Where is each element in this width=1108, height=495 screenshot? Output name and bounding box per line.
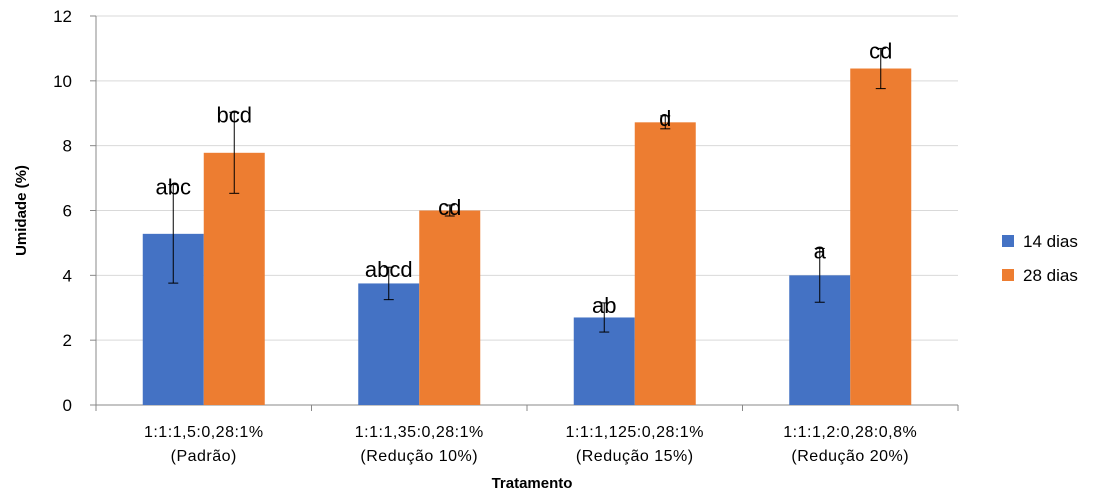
significance-label: ab bbox=[592, 293, 616, 318]
significance-label: abc bbox=[156, 175, 191, 200]
significance-label: d bbox=[659, 106, 671, 131]
legend-swatch bbox=[1002, 235, 1014, 247]
x-category-label: (Redução 10%) bbox=[360, 448, 478, 465]
y-tick-label: 10 bbox=[53, 72, 72, 91]
y-tick-label: 2 bbox=[63, 331, 72, 350]
significance-label: a bbox=[814, 238, 827, 263]
y-tick-label: 6 bbox=[63, 202, 72, 221]
x-category-label: 1:1:1,2:0,28:0,8% bbox=[783, 424, 917, 441]
significance-label: cd bbox=[438, 195, 461, 220]
x-category-label: 1:1:1,125:0,28:1% bbox=[566, 424, 704, 441]
bar-14-dias-2 bbox=[358, 283, 420, 405]
significance-label: bcd bbox=[217, 102, 252, 127]
significance-label: cd bbox=[869, 38, 892, 63]
bar-28-dias-1 bbox=[203, 152, 265, 405]
y-axis-title: Umidade (%) bbox=[13, 165, 30, 256]
x-category-label: 1:1:1,5:0,28:1% bbox=[144, 424, 264, 441]
y-tick-label: 8 bbox=[63, 137, 72, 156]
x-category-label: 1:1:1,35:0,28:1% bbox=[355, 424, 484, 441]
legend-label: 28 dias bbox=[1023, 266, 1078, 285]
bar-28-dias-3 bbox=[634, 122, 696, 406]
bar-28-dias-2 bbox=[419, 210, 481, 405]
x-category-label: (Redução 20%) bbox=[791, 448, 909, 465]
y-tick-label: 12 bbox=[53, 7, 72, 26]
legend-label: 14 dias bbox=[1023, 232, 1078, 251]
x-category-label: (Padrão) bbox=[171, 448, 237, 465]
y-tick-label: 4 bbox=[63, 266, 72, 285]
significance-label: abcd bbox=[365, 257, 413, 282]
legend-swatch bbox=[1002, 269, 1014, 281]
x-axis-title: Tratamento bbox=[492, 475, 573, 492]
x-category-label: (Redução 15%) bbox=[576, 448, 694, 465]
bar-28-dias-4 bbox=[850, 68, 912, 405]
y-tick-label: 0 bbox=[63, 396, 72, 415]
